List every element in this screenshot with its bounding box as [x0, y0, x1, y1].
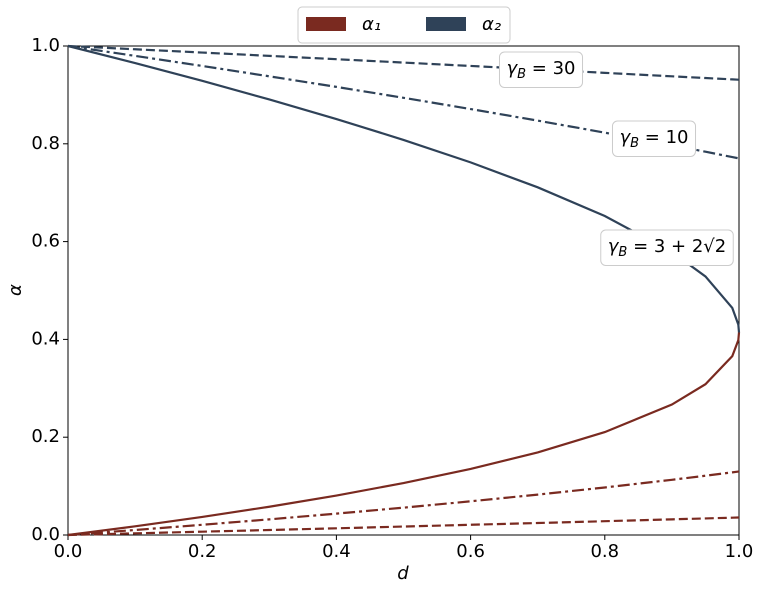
- y-tick-label: 0.4: [31, 328, 60, 349]
- x-tick-label: 1.0: [725, 541, 754, 562]
- curve-annotation: γB = 10: [611, 120, 697, 157]
- curve-annotation: γB = 3 + 2√2: [600, 229, 734, 266]
- annotation-subscript: B: [618, 245, 627, 260]
- annotation-box: [498, 51, 584, 88]
- annotation-symbol: γ: [608, 236, 620, 257]
- curve: [67, 44, 740, 160]
- x-tick-label: 0.0: [54, 541, 83, 562]
- annotation-text: γB = 30: [506, 58, 575, 82]
- y-tick-label: 1.0: [31, 35, 60, 56]
- annotation-subscript: B: [517, 67, 526, 82]
- y-tick-label: 0.8: [31, 133, 60, 154]
- y-axis-label: α: [5, 284, 26, 296]
- annotation-value: = 3 + 2√2: [627, 236, 726, 257]
- x-tick-label: 0.4: [322, 541, 351, 562]
- annotation-box: [611, 120, 697, 157]
- legend: α₁ α₂: [297, 6, 511, 44]
- curve: [67, 470, 740, 537]
- legend-swatch: [306, 17, 346, 31]
- curve: [67, 332, 741, 537]
- x-tick-label: 0.6: [456, 541, 485, 562]
- legend-label: α₁: [362, 14, 381, 35]
- annotation-value: = 10: [639, 127, 688, 148]
- annotation-symbol: γ: [619, 127, 631, 148]
- y-tick-label: 0.0: [31, 524, 60, 545]
- x-tick-label: 0.8: [590, 541, 619, 562]
- x-tick-label: 0.2: [188, 541, 217, 562]
- curve: [67, 44, 741, 333]
- annotation-text: γB = 10: [619, 127, 688, 151]
- annotation-text: γB = 3 + 2√2: [608, 236, 726, 260]
- annotation-subscript: B: [630, 136, 639, 151]
- curve: [67, 516, 739, 537]
- legend-label: α₂: [482, 14, 501, 35]
- y-tick-label: 0.6: [31, 231, 60, 252]
- annotation-box: [600, 229, 734, 266]
- annotation-value: = 30: [526, 58, 575, 79]
- curve-annotation: γB = 30: [498, 51, 584, 88]
- plot-frame: [67, 45, 740, 536]
- curve: [67, 44, 740, 81]
- x-axis-label: d: [397, 563, 409, 584]
- legend-box: [297, 6, 511, 44]
- y-tick-label: 0.2: [31, 426, 60, 447]
- legend-swatch: [426, 17, 466, 31]
- annotation-symbol: γ: [506, 58, 518, 79]
